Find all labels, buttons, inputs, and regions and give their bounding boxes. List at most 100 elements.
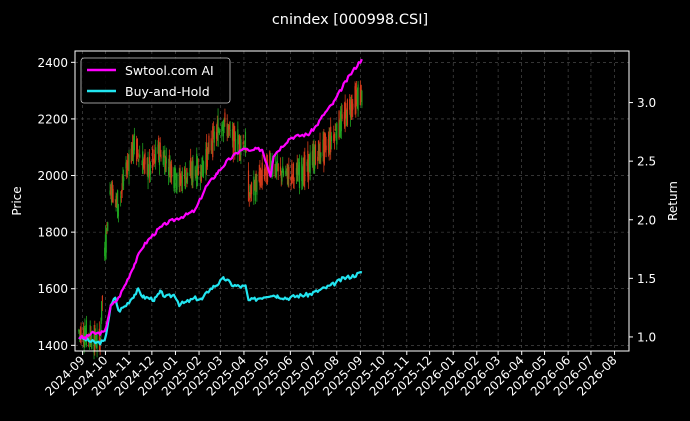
- candle-body-up: [339, 111, 342, 134]
- candle-body-down: [200, 165, 202, 182]
- candle-body-up: [240, 139, 242, 156]
- candle-body-down: [292, 163, 295, 181]
- candle-body-down: [206, 148, 209, 167]
- candle-body-down: [245, 149, 247, 152]
- y-left-tick-label: 1800: [37, 226, 68, 240]
- candle-body-down: [261, 162, 263, 186]
- candle-body-up: [187, 172, 189, 177]
- candle-body-up: [301, 157, 303, 182]
- candle-body-up: [309, 152, 311, 174]
- legend-label-ai: Swtool.com AI: [125, 63, 214, 78]
- candle-body-down: [99, 340, 101, 352]
- candle-body-down: [325, 145, 327, 151]
- legend: Swtool.com AI Buy-and-Hold: [80, 57, 231, 104]
- y-right-tick-label: 1.5: [637, 272, 656, 286]
- candle-body-down: [324, 133, 326, 151]
- candle-body-down: [266, 154, 268, 184]
- candle-body-up: [330, 135, 333, 142]
- candle-body-down: [304, 154, 306, 182]
- candle-body-down: [171, 166, 173, 178]
- candle-body-down: [144, 152, 146, 165]
- candle-body-down: [111, 181, 113, 203]
- candle-body-down: [293, 179, 295, 181]
- candle-body-up: [297, 168, 299, 182]
- series-lines: [78, 58, 363, 346]
- candle-body-down: [277, 163, 279, 172]
- candle-body-up: [128, 154, 130, 175]
- candle-body-down: [154, 154, 156, 163]
- candle-body-down: [158, 137, 160, 160]
- candle-body-down: [323, 133, 325, 164]
- candle-body-down: [159, 142, 161, 157]
- candle-body-up: [85, 332, 87, 337]
- candle-body-up: [202, 161, 204, 177]
- candle-body-down: [179, 168, 181, 185]
- candle-body-up: [329, 135, 331, 153]
- candle-body-up: [275, 156, 277, 176]
- candle-body-down: [355, 89, 358, 104]
- candle-body-down: [343, 111, 345, 125]
- candle-body-down: [345, 107, 347, 114]
- candle-body-down: [152, 159, 154, 162]
- candle-body-down: [351, 101, 353, 111]
- candle-body-up: [115, 195, 117, 203]
- candle-body-up: [190, 170, 193, 179]
- y-axis-right-label: Return: [666, 181, 680, 221]
- candle-body-up: [162, 151, 164, 165]
- candle-body-down: [88, 334, 90, 340]
- candle-body-up: [339, 122, 341, 137]
- y-axis-right: 1.0 1.5 2.0 2.5 3.0: [629, 96, 656, 344]
- candle-body-down: [324, 132, 326, 158]
- candle-body-down: [126, 169, 128, 174]
- candle-body-down: [250, 192, 252, 195]
- candle-body-up: [201, 157, 203, 177]
- y-right-tick-label: 1.0: [637, 330, 656, 344]
- series-line-swtool-ai: [78, 58, 363, 341]
- candle-body-down: [333, 133, 336, 142]
- candle-body-up: [176, 173, 178, 190]
- candle-body-down: [269, 151, 271, 170]
- candle-body-up: [132, 138, 135, 157]
- candle-body-up: [192, 160, 194, 183]
- candle-body-up: [298, 161, 301, 188]
- candle-body-down: [328, 134, 330, 153]
- candle-body-down: [247, 170, 250, 202]
- candle-body-down: [274, 164, 276, 177]
- candle-body-down: [263, 168, 266, 180]
- candle-body-up: [249, 185, 251, 197]
- candle-body-down: [148, 156, 151, 176]
- candle-body-down: [170, 164, 172, 174]
- candle-body-down: [317, 140, 320, 156]
- candle-body-down: [106, 224, 108, 227]
- candle-body-down: [233, 125, 235, 141]
- candle-body-up: [169, 161, 171, 183]
- candle-body-up: [336, 123, 338, 145]
- candle-body-up: [282, 166, 284, 173]
- candle-body-down: [98, 328, 100, 344]
- candle-body-down: [116, 195, 118, 205]
- candle-body-down: [186, 168, 188, 183]
- candle-body-up: [96, 331, 98, 348]
- candle-body-down: [346, 99, 349, 125]
- candle-body-down: [253, 181, 256, 184]
- candle-body-down: [265, 163, 267, 168]
- candle-body-up: [141, 164, 143, 166]
- candle-body-up: [174, 168, 177, 175]
- candle-body-up: [314, 149, 316, 169]
- candle-body-up: [227, 124, 229, 137]
- candle-body-down: [90, 333, 92, 341]
- candle-body-up: [340, 108, 342, 132]
- candle-body-up: [244, 131, 247, 153]
- candle-body-up: [101, 301, 103, 321]
- candle-body-down: [327, 139, 330, 151]
- candle-body-down: [242, 142, 244, 145]
- candle-body-up: [85, 320, 88, 345]
- y-right-tick-label: 3.0: [637, 96, 656, 110]
- candle-body-down: [333, 134, 335, 141]
- candle-body-up: [196, 153, 198, 187]
- candle-body-down: [307, 150, 309, 177]
- candle-body-up: [301, 167, 304, 185]
- candle-body-down: [359, 87, 361, 106]
- legend-label-hold: Buy-and-Hold: [125, 84, 210, 99]
